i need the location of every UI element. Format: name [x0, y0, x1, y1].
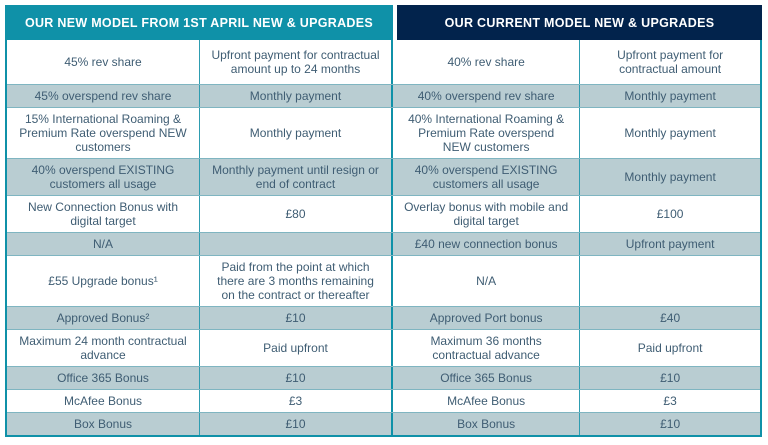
- cell-current-payment: Upfront payment: [579, 233, 760, 255]
- cell-new-payment: Paid upfront: [199, 330, 391, 366]
- cell-new-payment: Monthly payment until resign or end of c…: [199, 159, 391, 195]
- cell-new-payment: £10: [199, 367, 391, 389]
- cell-new-payment: Paid from the point at which there are 3…: [199, 256, 391, 306]
- table-row: Maximum 24 month contractual advance Paid…: [7, 329, 760, 366]
- cell-new-item: 45% rev share: [64, 55, 142, 69]
- cell-new-item: Approved Bonus²: [56, 311, 150, 325]
- table-row: £55 Upgrade bonus¹ Paid from the point at…: [7, 255, 760, 306]
- cell-current-item: 40% overspend EXISTING customers all usa…: [391, 159, 579, 195]
- cell-new-item: New Connection Bonus with digital target: [27, 200, 179, 228]
- cell-current-payment: £3: [579, 390, 760, 412]
- cell-current-item: Overlay bonus with mobile and digital ta…: [391, 196, 579, 232]
- comparison-table: OUR NEW MODEL FROM 1ST APRIL NEW & UPGRA…: [5, 5, 762, 437]
- cell-current-item: Office 365 Bonus: [391, 367, 579, 389]
- cell-current-payment: £100: [579, 196, 760, 232]
- cell-current-payment: Paid upfront: [579, 330, 760, 366]
- cell-current-payment: [579, 256, 760, 306]
- cell-new-item: Maximum 24 month contractual advance: [19, 334, 187, 362]
- cell-new-item: N/A: [92, 237, 113, 251]
- cell-new-payment: Upfront payment for contractual amount u…: [199, 40, 391, 84]
- cell-new-payment: £80: [199, 196, 391, 232]
- cell-new-item: 40% overspend EXISTING customers all usa…: [31, 163, 175, 191]
- table-row: 45% rev share Upfront payment for contrac…: [7, 40, 760, 84]
- cell-new-item: £55 Upgrade bonus¹: [48, 274, 158, 288]
- cell-current-item: N/A: [391, 256, 579, 306]
- cell-current-item: £40 new connection bonus: [391, 233, 579, 255]
- cell-current-payment: £40: [579, 307, 760, 329]
- cell-current-item: McAfee Bonus: [391, 390, 579, 412]
- cell-current-item: Maximum 36 months contractual advance: [391, 330, 579, 366]
- table-header-row: OUR NEW MODEL FROM 1ST APRIL NEW & UPGRA…: [5, 5, 762, 40]
- cell-current-payment: Monthly payment: [579, 159, 760, 195]
- table-row: Approved Bonus² £10 Approved Port bonus £40: [7, 306, 760, 329]
- cell-new-item: 45% overspend rev share: [34, 89, 172, 103]
- cell-new-payment: £3: [199, 390, 391, 412]
- table-row: 15% International Roaming & Premium Rate…: [7, 107, 760, 158]
- cell-current-item: Box Bonus: [391, 413, 579, 435]
- header-divider: [393, 5, 397, 40]
- table-row: Box Bonus £10 Box Bonus £10: [7, 412, 760, 435]
- cell-new-item: Box Bonus: [73, 417, 133, 431]
- cell-new-payment: [199, 233, 391, 255]
- table-row: New Connection Bonus with digital target…: [7, 195, 760, 232]
- comparison-table-body: 45% rev share Upfront payment for contrac…: [5, 40, 762, 437]
- cell-new-item: McAfee Bonus: [63, 394, 143, 408]
- cell-current-item: 40% International Roaming & Premium Rate…: [391, 108, 579, 158]
- cell-current-item: 40% overspend rev share: [391, 85, 579, 107]
- cell-new-payment: Monthly payment: [199, 108, 391, 158]
- table-row: N/A £40 new connection bonus Upfront payme…: [7, 232, 760, 255]
- table-row: 45% overspend rev share Monthly payment 40…: [7, 84, 760, 107]
- cell-current-item: 40% rev share: [391, 40, 579, 84]
- cell-new-payment: £10: [199, 413, 391, 435]
- cell-new-payment: Monthly payment: [199, 85, 391, 107]
- header-current-model: OUR CURRENT MODEL NEW & UPGRADES: [397, 5, 762, 40]
- cell-new-payment: £10: [199, 307, 391, 329]
- cell-current-payment: £10: [579, 413, 760, 435]
- cell-new-item: 15% International Roaming & Premium Rate…: [19, 112, 187, 154]
- cell-current-payment: Monthly payment: [579, 108, 760, 158]
- cell-current-item: Approved Port bonus: [391, 307, 579, 329]
- header-new-model: OUR NEW MODEL FROM 1ST APRIL NEW & UPGRA…: [5, 5, 393, 40]
- table-row: McAfee Bonus £3 McAfee Bonus £3: [7, 389, 760, 412]
- cell-new-item: Office 365 Bonus: [57, 371, 149, 385]
- cell-current-payment: Upfront payment for contractual amount: [579, 40, 760, 84]
- cell-current-payment: £10: [579, 367, 760, 389]
- table-row: 40% overspend EXISTING customers all usa…: [7, 158, 760, 195]
- table-row: Office 365 Bonus £10 Office 365 Bonus £10: [7, 366, 760, 389]
- cell-current-payment: Monthly payment: [579, 85, 760, 107]
